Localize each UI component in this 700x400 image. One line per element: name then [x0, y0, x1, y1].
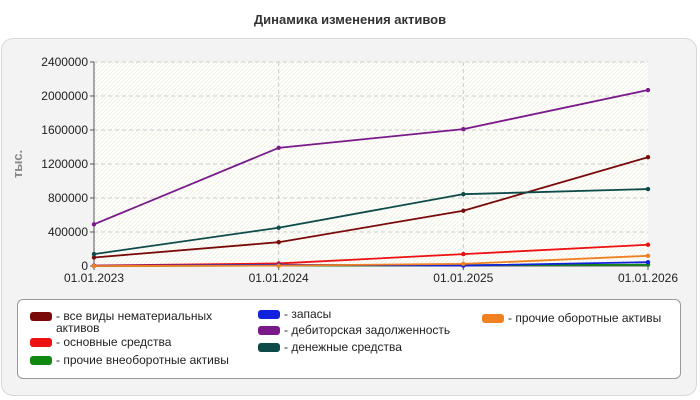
data-point	[276, 240, 281, 245]
data-point	[91, 251, 97, 257]
x-tick-label: 01.01.2026	[618, 271, 678, 285]
y-tick-label: 1600000	[41, 123, 88, 137]
data-point	[645, 242, 651, 247]
data-point	[461, 261, 466, 267]
legend-item-cash: - денежные средства	[258, 341, 458, 353]
legend-swatch	[30, 312, 52, 321]
legend-label: - прочие внеоборотные активы	[56, 353, 229, 367]
legend-item-receivables: - дебиторская задолженность	[258, 324, 473, 336]
grid-lines	[94, 61, 648, 266]
data-point	[91, 222, 97, 227]
y-tick-label: 1200000	[41, 157, 88, 171]
line-chart: 0 400000 800000 1200000 1600000 2000000 240000…	[10, 55, 678, 285]
x-tick-label: 01.01.2023	[64, 271, 124, 285]
legend-swatch	[258, 326, 280, 335]
legend-item-other-current: - прочие оборотные активы	[482, 312, 678, 324]
data-point	[461, 126, 466, 132]
data-point	[645, 259, 651, 265]
y-tick-label: 2000000	[41, 89, 88, 103]
series-line-0	[93, 156, 649, 259]
y-tick-label: 2400000	[41, 55, 88, 69]
x-tick-labels: 01.01.2023 01.01.2024 01.01.2025 01.01.2026	[64, 266, 678, 285]
legend: - все виды нематериальных активов - осно…	[17, 299, 681, 379]
series-line-4	[93, 89, 649, 226]
legend-swatch	[30, 356, 52, 365]
legend-label: - запасы	[284, 307, 332, 321]
data-point	[645, 155, 651, 160]
series-line-5	[93, 188, 649, 255]
x-tick-label: 01.01.2025	[433, 271, 493, 285]
legend-label: - прочие оборотные активы	[508, 311, 662, 325]
data-point	[461, 191, 466, 197]
legend-item-inventory: - запасы	[258, 308, 458, 320]
data-point	[645, 87, 651, 93]
series-lines	[91, 87, 651, 269]
y-tick-labels: 0 400000 800000 1200000 1600000 2000000 240000…	[41, 55, 94, 273]
data-point	[461, 208, 466, 213]
legend-label: - основные средства	[56, 335, 172, 349]
legend-label: - денежные средства	[284, 340, 402, 354]
legend-swatch	[258, 343, 280, 352]
data-point	[276, 263, 281, 268]
legend-swatch	[482, 314, 504, 323]
legend-item-other-noncurrent: - прочие внеоборотные активы	[30, 354, 260, 366]
x-tick-label: 01.01.2024	[249, 271, 309, 285]
data-point	[91, 263, 97, 269]
data-point	[461, 251, 466, 257]
legend-item-fixed-assets: - основные средства	[30, 336, 240, 348]
legend-label: - дебиторская задолженность	[284, 323, 451, 337]
legend-label: - все виды нематериальных активов	[56, 309, 213, 335]
data-point	[91, 255, 97, 260]
y-tick-label: 400000	[48, 225, 88, 239]
legend-swatch	[30, 338, 52, 347]
y-axis-label: тыс.	[10, 150, 25, 178]
data-point	[645, 186, 651, 192]
data-point	[276, 225, 281, 230]
legend-item-intangible: - все виды нематериальных активов	[30, 310, 240, 334]
chart-title: Динамика изменения активов	[253, 12, 447, 27]
data-point	[276, 145, 281, 151]
y-tick-label: 800000	[48, 191, 88, 205]
y-tick-label: 0	[81, 259, 88, 273]
legend-swatch	[258, 310, 280, 319]
series-line-6	[93, 254, 649, 267]
data-point	[645, 253, 651, 258]
